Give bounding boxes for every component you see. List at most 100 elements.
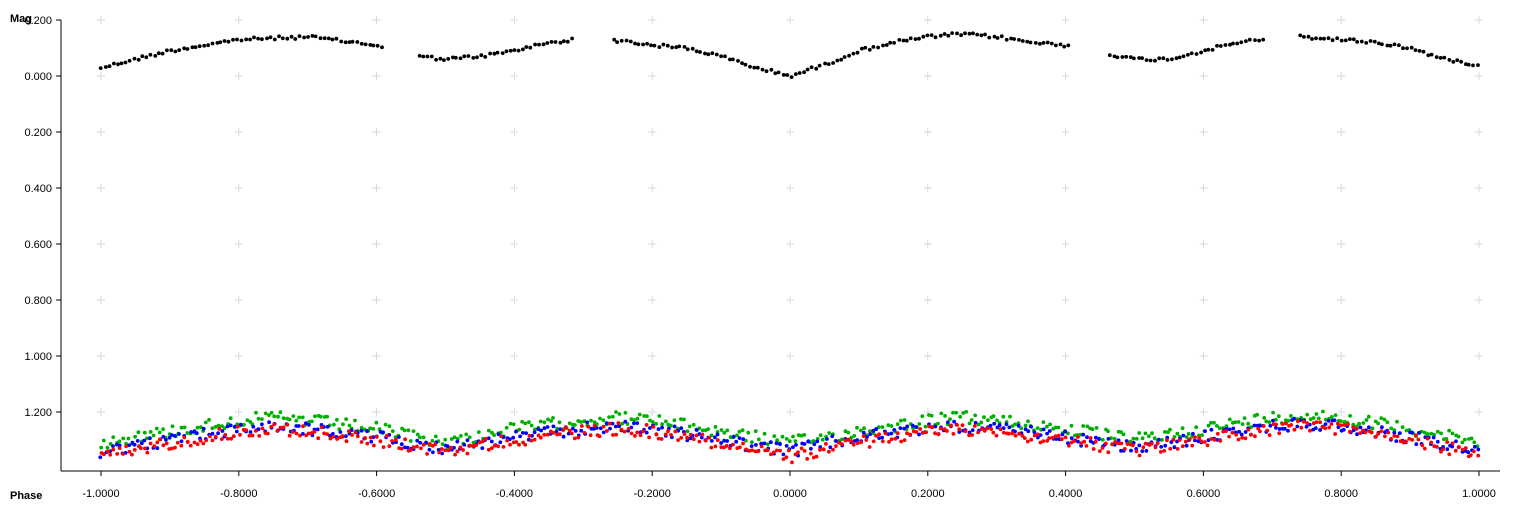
data-point: [347, 429, 351, 433]
data-point: [607, 421, 612, 426]
data-point: [980, 427, 984, 431]
data-point: [771, 450, 776, 455]
data-point: [143, 446, 147, 451]
grid-plus-marker: [510, 352, 519, 360]
data-point: [1045, 439, 1050, 443]
data-point: [1081, 424, 1086, 428]
data-point: [1471, 63, 1475, 68]
data-point: [1332, 418, 1337, 423]
data-point: [592, 423, 597, 428]
data-point: [995, 36, 1000, 40]
data-point: [418, 440, 423, 445]
data-point: [1316, 416, 1321, 421]
data-point: [651, 420, 655, 424]
data-point: [1174, 56, 1179, 61]
data-point: [860, 46, 864, 51]
data-point: [691, 437, 696, 442]
data-point: [527, 433, 532, 438]
data-point: [1048, 422, 1052, 427]
data-point: [467, 435, 472, 440]
data-point: [419, 446, 423, 451]
grid-plus-marker: [1475, 72, 1483, 80]
data-point: [558, 40, 563, 45]
data-point: [635, 430, 640, 435]
data-point: [1013, 422, 1017, 427]
data-point: [831, 61, 835, 65]
data-point: [538, 435, 543, 440]
data-point: [1069, 436, 1074, 440]
data-point: [371, 427, 376, 431]
data-point: [446, 57, 451, 61]
data-point: [440, 451, 444, 456]
data-point: [411, 445, 416, 449]
data-point: [1128, 55, 1133, 59]
data-point: [319, 425, 324, 430]
data-point: [1435, 439, 1440, 444]
data-point: [268, 35, 273, 40]
data-point: [1323, 426, 1328, 431]
data-point: [1168, 427, 1172, 432]
data-point: [1249, 432, 1253, 437]
data-point: [355, 40, 360, 44]
data-point: [551, 416, 555, 420]
data-point: [1451, 60, 1456, 64]
data-point: [802, 70, 806, 75]
data-point: [884, 43, 889, 47]
data-point: [1026, 419, 1030, 424]
data-point: [817, 63, 822, 68]
data-point: [1023, 427, 1028, 432]
data-point: [632, 418, 636, 422]
data-point: [287, 417, 292, 422]
data-point: [1336, 425, 1341, 430]
data-point: [914, 425, 918, 429]
data-point: [773, 71, 778, 76]
data-point: [805, 457, 810, 461]
data-point: [326, 36, 331, 41]
data-point: [115, 452, 120, 456]
data-point: [1066, 43, 1071, 48]
data-point: [170, 424, 175, 429]
data-point: [1422, 446, 1427, 451]
data-point: [318, 36, 323, 41]
data-point: [315, 427, 320, 432]
data-point: [297, 34, 302, 38]
data-point: [659, 437, 664, 441]
data-point: [1193, 438, 1197, 443]
data-point: [699, 435, 704, 440]
data-point: [1193, 435, 1197, 439]
data-point: [1228, 42, 1232, 47]
data-point: [217, 427, 222, 431]
x-tick-label: -0.6000: [358, 488, 395, 500]
data-point: [1261, 37, 1266, 42]
data-point: [1434, 55, 1439, 59]
data-point: [837, 440, 841, 445]
data-point: [1159, 445, 1164, 449]
data-point: [614, 432, 619, 437]
data-point: [256, 427, 261, 432]
data-point: [612, 37, 617, 42]
data-point: [1308, 428, 1312, 433]
data-point: [690, 46, 695, 51]
data-point: [731, 57, 735, 62]
data-point: [1153, 445, 1158, 450]
data-point: [741, 441, 745, 446]
data-point: [672, 424, 677, 429]
data-point: [1313, 426, 1318, 430]
data-point: [918, 427, 923, 431]
data-point: [731, 434, 736, 439]
grid-plus-marker: [923, 128, 932, 136]
data-point: [1180, 426, 1185, 431]
data-point: [164, 441, 169, 446]
data-point: [1426, 53, 1431, 58]
data-point: [888, 40, 893, 45]
data-point: [185, 439, 190, 444]
data-point: [1392, 42, 1397, 47]
data-point: [135, 439, 140, 443]
data-point: [1022, 436, 1027, 440]
data-point: [1019, 426, 1024, 431]
data-point: [1163, 443, 1168, 448]
data-point: [455, 436, 460, 441]
data-point: [290, 430, 295, 434]
data-point: [145, 450, 150, 455]
data-point: [641, 429, 646, 434]
